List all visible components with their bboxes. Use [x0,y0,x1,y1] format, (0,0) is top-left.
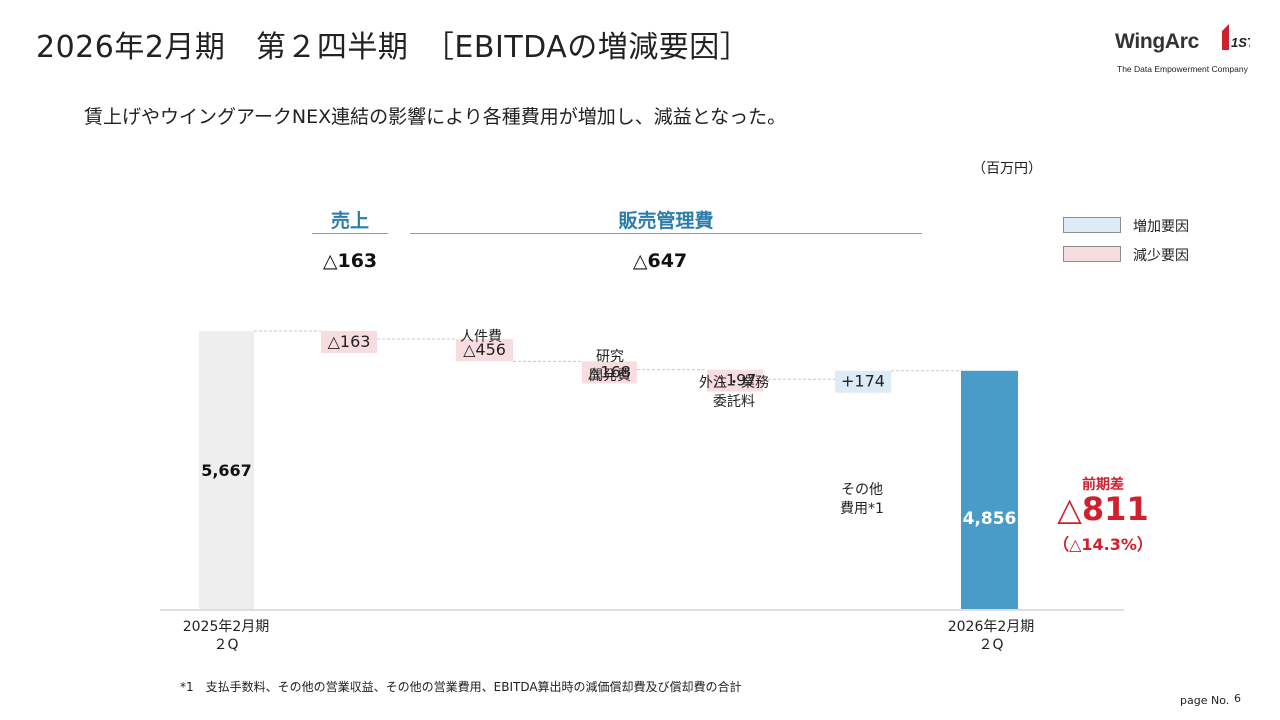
bar-end-value: 4,856 [963,509,1017,529]
step-label-line: 開発費 [589,368,631,384]
bar-step-value: △197 [714,371,757,390]
category-sga-divider [410,233,922,234]
company-logo: WingArc 1ST The Data Empowerment Company [1112,22,1252,78]
bar-start-value: 5,667 [201,461,252,480]
legend-decrease-swatch [1063,246,1121,262]
logo-mark-text: 1ST [1231,35,1250,50]
page-number-label: page No. [1180,694,1230,707]
bar-step [707,369,763,392]
step-label-line: 委託料 [713,394,755,410]
step-label-line: その他 [841,482,883,498]
logo-tagline: The Data Empowerment Company [1117,64,1248,74]
bar-step-value: △163 [328,332,371,351]
category-sales-divider [312,233,388,234]
bar-step [321,331,377,353]
step-label-personnel: 人件費 [431,328,531,347]
category-sga-heading: 販売管理費 [618,210,714,232]
bar-step [835,370,891,393]
legend-increase-label: 増加要因 [1133,219,1189,235]
x-label-start-period: 2025年2月期 [182,619,270,635]
step-label-other: その他費用*1 [812,481,912,519]
category-sales-heading: 売上 [330,210,369,232]
bar-step [582,361,637,384]
step-label-line: 費用*1 [840,501,884,517]
step-label-rnd: 研究 開発費 [560,348,660,386]
bar-step-value: △168 [588,362,631,381]
logo-wordmark: WingArc [1115,30,1200,53]
x-label-end-quarter: ２Q [978,637,1004,653]
difference-heading: 前期差 [1082,477,1124,493]
step-label-line: 外注・業務 [699,375,769,391]
step-label-line: 人件費 [460,329,502,345]
difference-percent: （△14.3%） [1053,535,1153,554]
footnote: *1 支払手数料、その他の営業収益、その他の営業費用、EBITDA算出時の減価償… [180,680,742,694]
bar-step-value: +174 [841,372,885,391]
bar-step-value: △456 [463,340,506,359]
x-label-start: 2025年2月期 ２Q [166,618,286,654]
page-title: 2026年2月期 第２四半期 ［EBITDAの増減要因］ [36,30,751,65]
bar-end [961,370,1018,609]
logo-1st-icon: 1ST [1222,24,1250,50]
x-label-end-period: 2026年2月期 [947,619,1035,635]
step-label-line: 研究 [596,349,624,365]
bar-start [199,331,254,609]
page-number: 6 [1234,692,1241,705]
category-sales-value: △163 [322,250,378,272]
bar-step [456,338,513,362]
step-label-outsourcing: 外注・業務 委託料 [684,374,784,412]
unit-label: （百万円） [972,161,1042,177]
x-label-end: 2026年2月期 ２Q [931,618,1051,654]
legend-decrease-label: 減少要因 [1133,248,1189,264]
category-sga-value: △647 [632,250,688,272]
summary-text: 賃上げやウイングアークNEX連結の影響により各種費用が増加し、減益となった。 [84,106,787,128]
x-label-start-quarter: ２Q [213,637,239,653]
legend-increase-swatch [1063,217,1121,233]
difference-value: △811 [1057,490,1149,528]
